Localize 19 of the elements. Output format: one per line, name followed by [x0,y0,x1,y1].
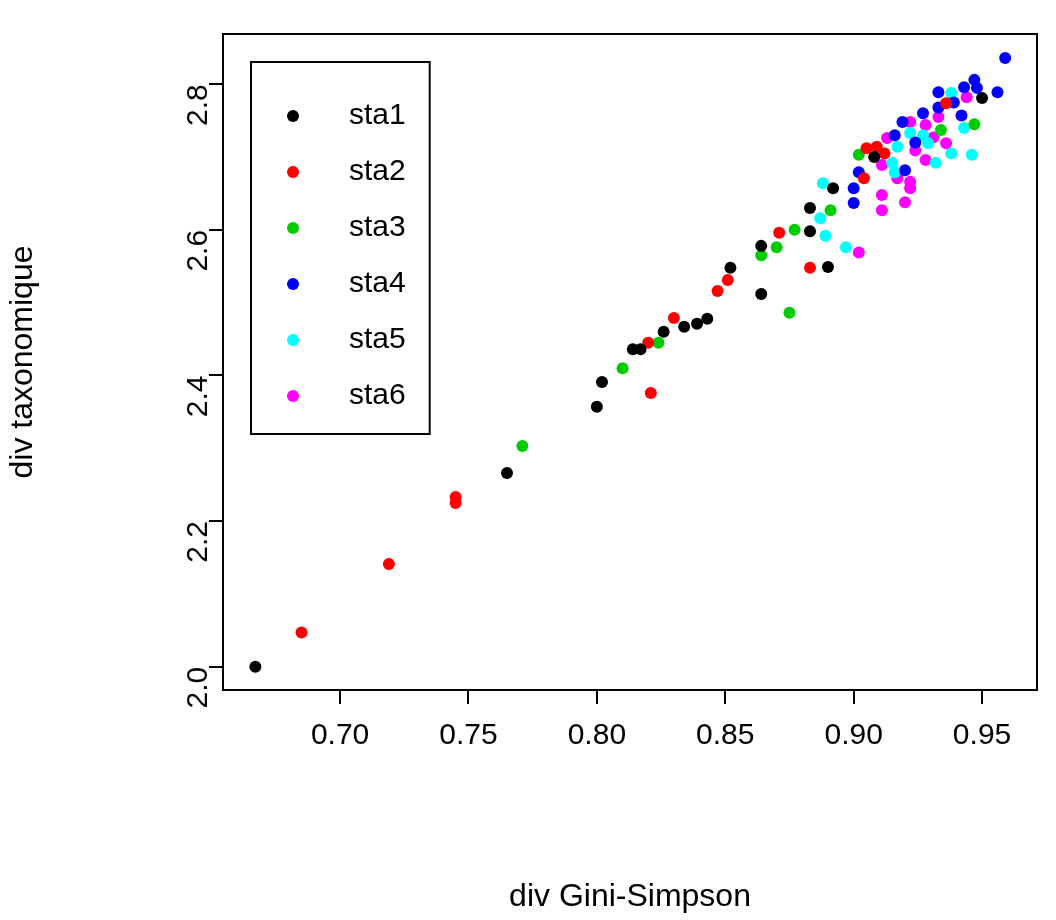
y-tick-label: 2.0 [180,666,214,709]
legend-label: sta6 [349,377,406,411]
y-tick-label: 2.4 [180,375,214,418]
x-tick-label: 0.95 [952,717,1012,751]
y-tick-label: 2.6 [180,229,214,272]
x-tick-label: 0.80 [567,717,627,751]
x-tick-label: 0.75 [439,717,498,751]
y-tick-label: 2.8 [180,84,214,126]
x-tick-label: 0.90 [824,717,883,751]
x-tick-label: 0.70 [310,717,370,751]
x-tick-label: 0.85 [696,717,755,751]
legend-label: sta3 [349,209,406,243]
y-axis-title: div taxonomique [3,245,40,479]
legend-label: sta2 [349,153,406,187]
legend-label: sta1 [349,97,406,131]
y-tick-label: 2.2 [180,521,214,563]
x-axis-title: div Gini-Simpson [509,876,751,913]
legend-label: sta5 [349,321,406,355]
legend-label: sta4 [349,265,406,299]
